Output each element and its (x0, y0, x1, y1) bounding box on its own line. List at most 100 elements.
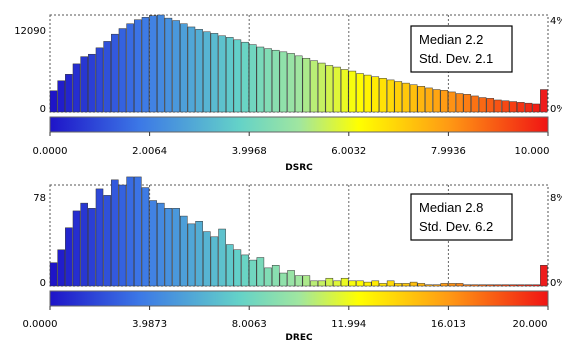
histogram-bar (164, 208, 173, 287)
x-ticks (49, 306, 549, 310)
histogram-bar (524, 284, 533, 287)
histogram-bar (302, 275, 311, 287)
histogram-bar (432, 89, 441, 113)
histogram-bar (126, 176, 134, 287)
histogram-bar (509, 284, 518, 287)
x-tick-label: 8.0063 (232, 319, 267, 330)
histogram-bar (325, 277, 334, 287)
histogram-bar (294, 55, 303, 113)
histogram-bar (218, 228, 226, 287)
std-dev-label: Std. Dev. 6.2 (419, 219, 493, 234)
histogram-bar (425, 284, 433, 287)
histogram-bar (180, 23, 188, 113)
histogram-bar (164, 17, 173, 113)
right-max-label: 4% (550, 16, 562, 27)
x-tick-label: 0.0000 (23, 319, 58, 330)
histogram-bar (218, 35, 226, 113)
histogram-bar (202, 31, 211, 113)
histogram-bar (111, 33, 119, 113)
histogram-bar (448, 91, 456, 113)
histogram-bar (386, 79, 395, 113)
histogram-bar (118, 28, 127, 113)
std-dev-label: Std. Dev. 2.1 (419, 51, 493, 66)
color-ramp (49, 290, 549, 307)
histogram-bar (363, 281, 372, 287)
median-label: Median 2.8 (419, 200, 483, 215)
histogram-bar (494, 99, 502, 113)
histogram-bars (49, 176, 548, 287)
histogram-bar (172, 20, 180, 113)
histogram-bar (271, 265, 280, 287)
histogram-bar (241, 41, 249, 113)
histogram-bar (402, 82, 410, 113)
x-tick-label: 0.0000 (33, 146, 68, 157)
histogram-bar (455, 283, 464, 287)
histogram-bar (440, 90, 449, 113)
histogram-bar (409, 281, 418, 287)
histogram-bar (340, 69, 349, 113)
histogram-bar (95, 188, 104, 287)
histogram-bar (348, 70, 357, 113)
histogram-bars (49, 14, 548, 113)
histogram-bar (471, 284, 479, 287)
right-max-label: 8% (550, 193, 562, 204)
histogram-bar (501, 284, 510, 287)
histogram-bar (195, 221, 203, 287)
histogram-bar (486, 284, 495, 287)
histogram-bar (356, 280, 364, 287)
histogram-bar (111, 179, 119, 287)
histogram-bar (532, 284, 540, 287)
histogram-bar (180, 215, 188, 287)
histogram-bar (225, 244, 234, 287)
histogram-bar (134, 19, 142, 113)
histogram-bar (386, 280, 395, 287)
histogram-bar (425, 87, 433, 113)
histogram-bar (225, 37, 234, 113)
x-axis-title: DREC (285, 333, 313, 343)
histogram-bar (310, 280, 318, 287)
histogram-bar (440, 283, 449, 287)
y-min-label: 0 (40, 278, 46, 289)
histogram-bar (172, 208, 180, 287)
histogram-bar (532, 103, 540, 113)
x-tick-label: 20.000 (513, 319, 548, 330)
histogram-bar (287, 270, 295, 287)
histogram-bar (256, 46, 265, 113)
y-min-label: 0 (40, 104, 46, 115)
histogram-bar (141, 17, 150, 113)
histogram-bar (432, 284, 441, 287)
histogram-bar (325, 65, 334, 113)
histogram-bar (394, 283, 403, 287)
histogram-bar (478, 97, 487, 113)
histogram-bar (478, 284, 487, 287)
histogram-bar (271, 49, 280, 113)
histogram-bar (317, 280, 326, 287)
histogram-bar (248, 44, 257, 113)
histogram-bar (317, 62, 326, 113)
x-tick-label: 10.000 (515, 146, 550, 157)
histogram-bar (517, 102, 525, 113)
histogram-bar (302, 57, 311, 113)
histogram-bar (248, 259, 257, 287)
histogram-bar (141, 187, 150, 287)
histogram-bar (294, 275, 303, 287)
histogram-bar (340, 277, 349, 287)
panel-dsrc: 12090 0 4% 0% Median 2.2 Std. Dev. 2.1 0… (14, 14, 562, 173)
histogram-bar (210, 33, 219, 113)
stats-box: Median 2.8 Std. Dev. 6.2 (410, 193, 513, 241)
histogram-bar (241, 254, 249, 287)
histogram-bar (494, 284, 502, 287)
histogram-bar (540, 265, 548, 287)
median-label: Median 2.2 (419, 32, 483, 47)
histogram-bar (409, 84, 418, 113)
histogram-bar (195, 29, 203, 113)
histogram-bar (279, 272, 288, 287)
histogram-bar (72, 210, 81, 287)
histogram-bar (256, 257, 265, 287)
histogram-bar (394, 81, 403, 113)
x-tick-label: 3.9873 (132, 319, 167, 330)
histogram-bar (202, 231, 211, 287)
histogram-bar (356, 73, 364, 113)
histogram-bar (88, 53, 96, 113)
histogram-bar (287, 53, 295, 113)
